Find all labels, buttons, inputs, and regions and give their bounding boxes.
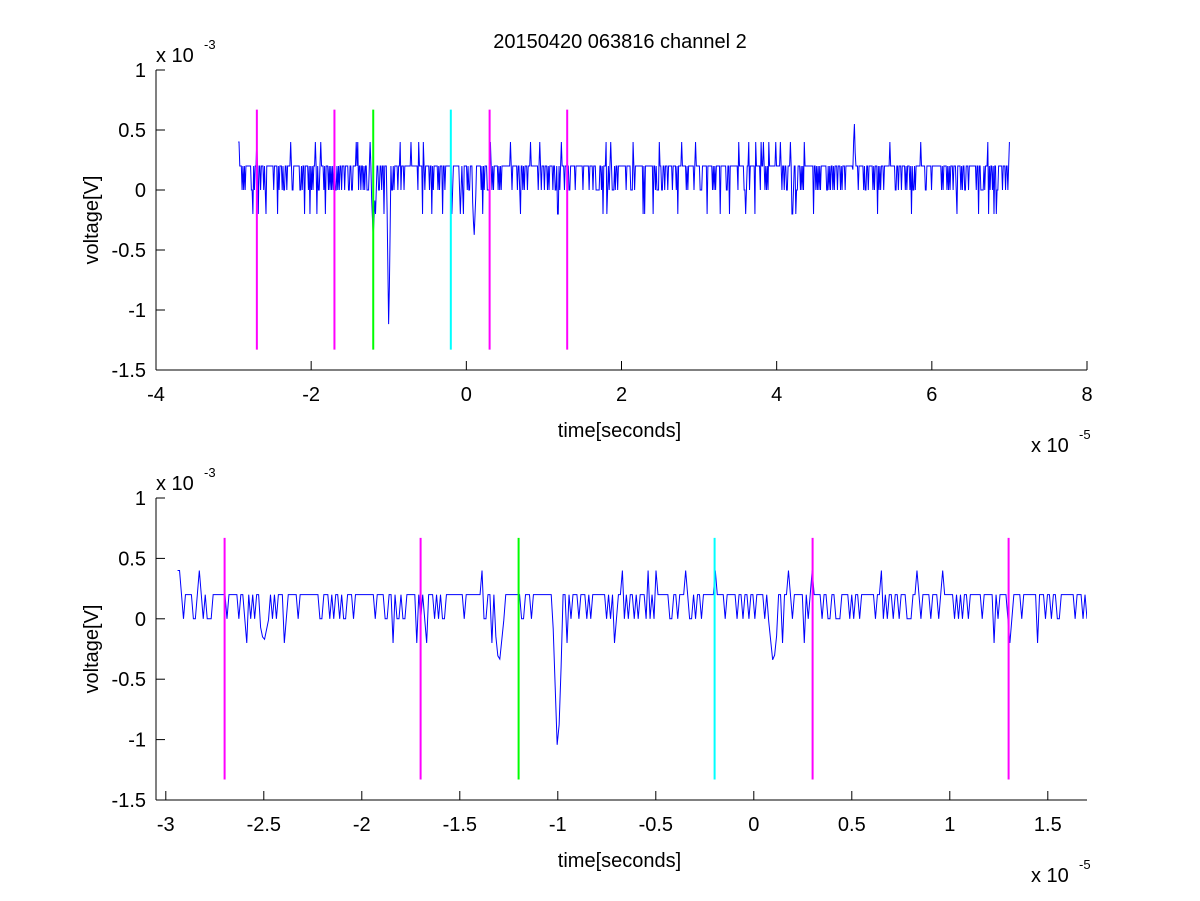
- x-axis-label: time[seconds]: [558, 850, 681, 872]
- x-tick-label: -2: [302, 384, 320, 406]
- y-axis-label: voltage[V]: [81, 176, 103, 265]
- x-tick-label: -1: [549, 814, 567, 836]
- y-tick-label: -1.5: [112, 790, 146, 812]
- x-exponent-power: -5: [1079, 857, 1091, 872]
- x-tick-label: -1.5: [443, 814, 477, 836]
- y-exponent-power: -3: [204, 465, 216, 480]
- x-exponent-label: x 10: [1031, 865, 1069, 887]
- y-exponent-label: x 10: [156, 45, 194, 67]
- x-tick-label: 0: [461, 384, 472, 406]
- signal-trace: [177, 569, 1087, 745]
- x-tick-label: 1.5: [1034, 814, 1062, 836]
- signal-trace: [238, 123, 1010, 325]
- x-tick-label: -0.5: [639, 814, 673, 836]
- x-tick-label: 8: [1081, 384, 1092, 406]
- y-tick-label: 1: [135, 488, 146, 510]
- x-tick-label: 0.5: [838, 814, 866, 836]
- y-tick-label: -0.5: [112, 240, 146, 262]
- x-tick-label: -2.5: [247, 814, 281, 836]
- y-tick-label: 0.5: [118, 548, 146, 570]
- x-tick-label: 2: [616, 384, 627, 406]
- x-tick-label: 1: [944, 814, 955, 836]
- x-tick-label: 6: [926, 384, 937, 406]
- y-tick-label: -1: [128, 730, 146, 752]
- y-tick-label: -0.5: [112, 669, 146, 691]
- x-tick-label: -3: [157, 814, 175, 836]
- x-tick-label: -4: [147, 384, 165, 406]
- y-exponent-label: x 10: [156, 473, 194, 495]
- y-exponent-power: -3: [204, 37, 216, 52]
- y-tick-label: 1: [135, 60, 146, 82]
- x-tick-label: 4: [771, 384, 782, 406]
- x-tick-label: -2: [353, 814, 371, 836]
- top-axes: -4 -2 0 2 4 6 8 -1.5 -1 -0.5 0 0.5 1 time[seconds] vol…: [81, 37, 1093, 457]
- y-tick-label: -1: [128, 300, 146, 322]
- x-exponent-label: x 10: [1031, 435, 1069, 457]
- y-tick-label: -1.5: [112, 360, 146, 382]
- x-axis-label: time[seconds]: [558, 420, 681, 442]
- y-axis-label: voltage[V]: [81, 605, 103, 694]
- figure-title: 20150420 063816 channel 2: [493, 31, 747, 53]
- y-tick-label: 0: [135, 180, 146, 202]
- y-tick-label: 0.5: [118, 120, 146, 142]
- x-tick-label: 0: [748, 814, 759, 836]
- x-exponent-power: -5: [1079, 427, 1091, 442]
- bottom-axes: -3 -2.5 -2 -1.5 -1 -0.5 0 0.5 1 1.5 -1.5 -1 -0.5 0 0.5…: [81, 465, 1091, 887]
- y-tick-label: 0: [135, 609, 146, 631]
